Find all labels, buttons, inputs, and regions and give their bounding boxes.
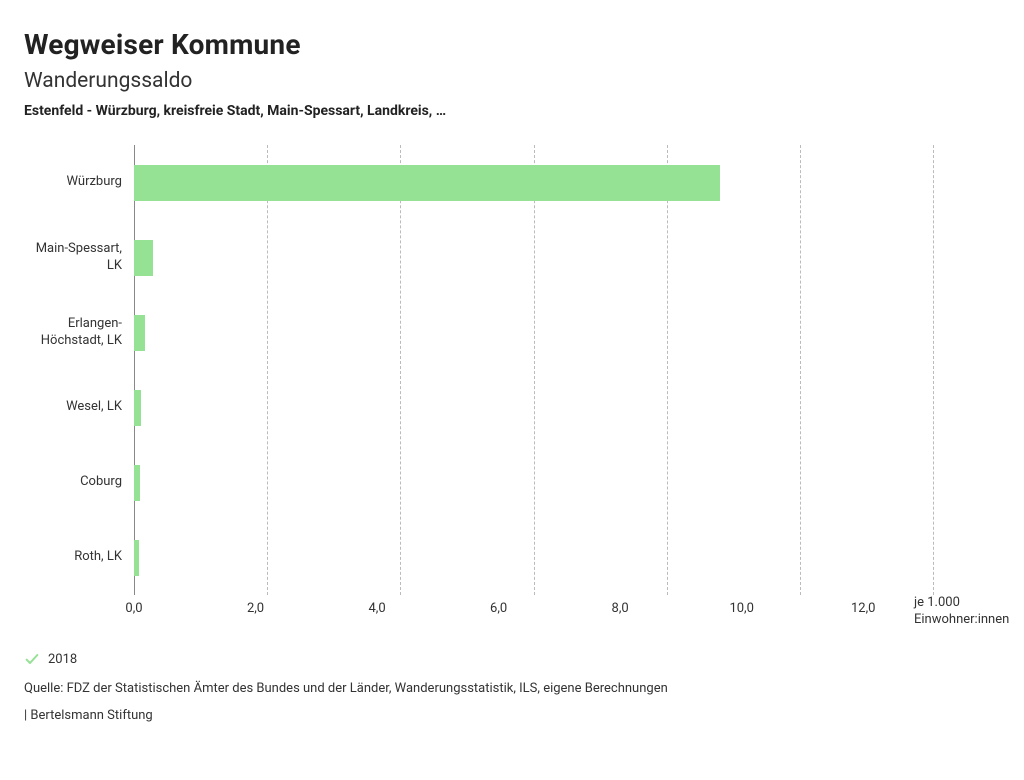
- chart-container: WürzburgMain-Spessart, LKErlangen-Höchst…: [24, 145, 1000, 623]
- legend-year: 2018: [48, 652, 77, 667]
- x-tick-label: 0,0: [125, 601, 142, 616]
- attribution-line: | Bertelsmann Stiftung: [24, 708, 1000, 723]
- bar: [134, 315, 145, 351]
- source-line: Quelle: FDZ der Statistischen Ämter des …: [24, 681, 1000, 696]
- x-tick-label: 12,0: [851, 601, 875, 616]
- location-line: Estenfeld - Würzburg, kreisfreie Stadt, …: [24, 103, 1000, 119]
- bar-row: [134, 220, 1000, 295]
- bar-row: [134, 370, 1000, 445]
- x-axis-unit-label: je 1.000 Einwohner:innen: [914, 595, 1004, 629]
- x-tick-label: 4,0: [368, 601, 385, 616]
- bar: [134, 465, 140, 501]
- chart-subtitle: Wanderungssaldo: [24, 69, 1000, 93]
- category-label: Coburg: [24, 445, 134, 520]
- bar: [134, 390, 141, 426]
- bar: [134, 165, 720, 201]
- category-label: Roth, LK: [24, 520, 134, 595]
- x-tick-label: 10,0: [729, 601, 753, 616]
- plot-area: [134, 145, 1000, 595]
- category-label: Wesel, LK: [24, 370, 134, 445]
- bar-row: [134, 520, 1000, 595]
- bar-row: [134, 295, 1000, 370]
- bar: [134, 540, 139, 576]
- check-icon: [24, 651, 40, 667]
- x-tick-label: 2,0: [247, 601, 264, 616]
- category-label: Erlangen-Höchstadt, LK: [24, 295, 134, 370]
- x-axis: je 1.000 Einwohner:innen 0,02,04,06,08,0…: [134, 601, 924, 623]
- category-label: Würzburg: [24, 145, 134, 220]
- bar-row: [134, 445, 1000, 520]
- main-title: Wegweiser Kommune: [24, 28, 1000, 61]
- x-tick-label: 6,0: [490, 601, 507, 616]
- bar-row: [134, 145, 1000, 220]
- bar: [134, 240, 153, 276]
- y-axis-labels: WürzburgMain-Spessart, LKErlangen-Höchst…: [24, 145, 134, 595]
- category-label: Main-Spessart, LK: [24, 220, 134, 295]
- x-tick-label: 8,0: [612, 601, 629, 616]
- legend: 2018: [24, 651, 1000, 667]
- bars-layer: [134, 145, 1000, 595]
